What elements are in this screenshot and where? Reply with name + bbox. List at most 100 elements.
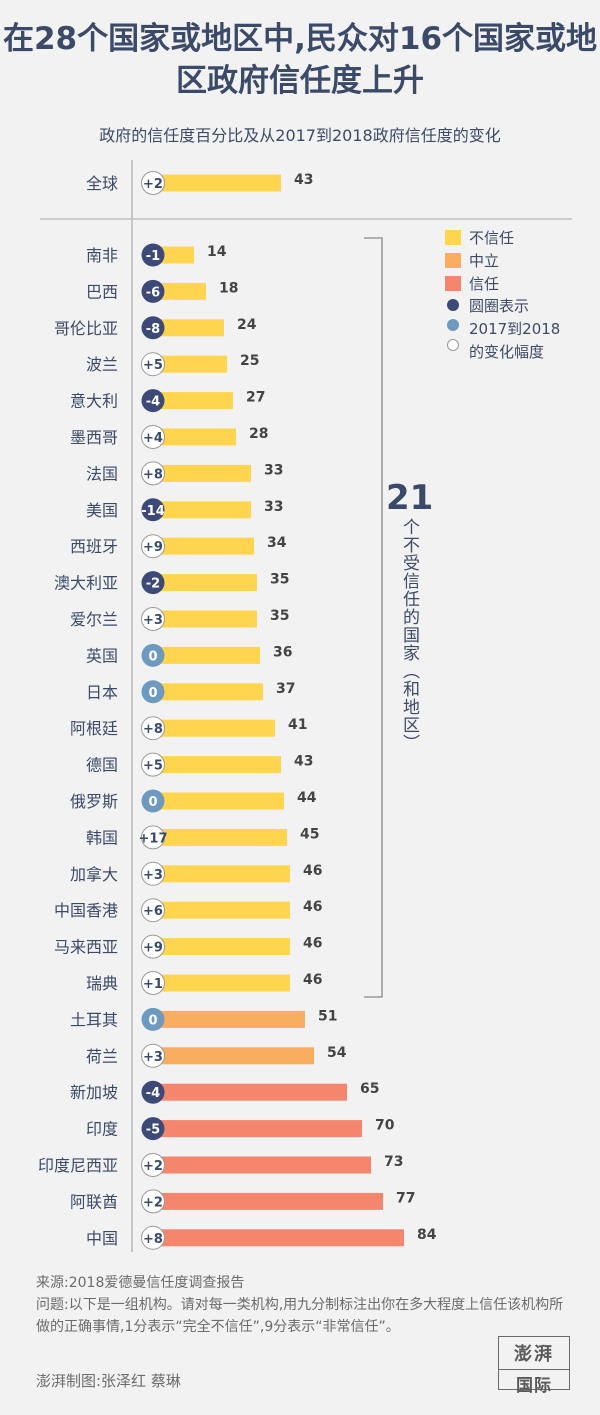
row-24-bar	[152, 1120, 362, 1138]
row-6-change-label: +8	[143, 467, 163, 482]
row-23-bar	[152, 1083, 347, 1101]
row-21-change-circle	[141, 1007, 165, 1031]
row-4-value: 27	[246, 390, 265, 406]
row-0-change-circle	[141, 243, 165, 267]
row-5-value: 28	[249, 426, 268, 442]
legend-dot-flat	[447, 319, 459, 331]
row-17-label: 加拿大	[70, 865, 118, 884]
row-20-bar	[152, 974, 290, 992]
row-18-bar	[152, 901, 290, 919]
row-9-change-label: -2	[146, 577, 160, 592]
row-1-label: 巴西	[86, 282, 118, 301]
row-12-bar	[152, 683, 263, 701]
page-title: 在28个国家或地区中,民众对16个国家或地区政府信任度上升	[0, 18, 600, 102]
row-2-change-label: -8	[146, 322, 160, 337]
row-16-change-circle	[141, 825, 165, 850]
row-13-change-circle	[141, 716, 165, 741]
credit-line: 澎湃制图:张泽红 蔡琳	[36, 1372, 181, 1390]
row-26-label: 阿联酋	[70, 1192, 118, 1211]
row-2-label: 哥伦比亚	[54, 319, 118, 338]
row-26-bar	[152, 1192, 383, 1210]
row-13-value: 41	[288, 717, 307, 733]
row-3-change-circle	[141, 352, 165, 377]
row-8-bar	[152, 537, 254, 555]
row-22-change-label: +3	[143, 1050, 163, 1065]
row-19-value: 46	[303, 936, 322, 952]
bracket-count: 21	[386, 478, 434, 518]
row-2-bar	[152, 319, 224, 337]
row-3-bar	[152, 355, 227, 373]
row-3-value: 25	[240, 353, 259, 369]
publisher-logo: 澎湃 国际	[498, 1336, 570, 1396]
row-24-change-circle	[141, 1117, 165, 1141]
row-15-change-label: 0	[148, 795, 157, 810]
legend-swatch-trust	[445, 276, 461, 291]
row-22-bar	[152, 1047, 314, 1065]
row-0-value: 14	[207, 244, 227, 260]
row-10-bar	[152, 610, 257, 628]
row-1-bar	[152, 282, 206, 300]
row-0-change-label: -1	[146, 249, 160, 264]
legend-item-trust: 信任	[445, 272, 560, 295]
row-11-bar	[152, 646, 260, 664]
row-6-value: 33	[264, 462, 283, 478]
row-15-change-circle	[141, 789, 165, 813]
row-23-label: 新加坡	[70, 1083, 118, 1102]
bracket-caption: 个不受信任的国家（和地区）	[399, 518, 419, 752]
row-17-change-label: +3	[143, 868, 163, 883]
row-27-change-circle	[141, 1225, 165, 1250]
chart-subtitle: 政府的信任度百分比及从2017到2018政府信任度的变化	[99, 126, 501, 145]
row-15-bar	[152, 792, 284, 810]
row-9-value: 35	[270, 572, 289, 588]
row-22-label: 荷兰	[86, 1047, 118, 1066]
row-19-change-circle	[141, 934, 165, 959]
row-10-label: 爱尔兰	[70, 610, 118, 629]
row-27-change-label: +8	[143, 1232, 163, 1247]
row-12-value: 37	[276, 681, 295, 697]
row-2-value: 24	[237, 317, 257, 333]
row-22-change-circle	[141, 1043, 165, 1068]
row-4-label: 意大利	[70, 392, 118, 411]
row-18-change-circle	[141, 898, 165, 923]
global-row-change-label: +2	[143, 177, 163, 192]
global-row-bar	[152, 174, 281, 192]
legend-dot-decline	[447, 299, 459, 311]
row-17-value: 46	[303, 863, 322, 879]
row-14-change-circle	[141, 752, 165, 777]
logo-line-2: 国际	[499, 1369, 569, 1396]
row-2-change-circle	[141, 316, 165, 340]
row-13-bar	[152, 719, 275, 737]
row-10-change-circle	[141, 607, 165, 631]
row-22-value: 54	[327, 1045, 347, 1061]
row-20-value: 46	[303, 972, 322, 988]
row-27-label: 中国	[86, 1229, 118, 1248]
row-18-label: 中国香港	[54, 901, 118, 920]
row-21-label: 土耳其	[70, 1010, 118, 1029]
source-note: 来源:2018爱德曼信任度调查报告	[36, 1275, 245, 1291]
question-note: 问题:以下是一组机构。请对每一类机构,用九分制标注出你在多大程度上信任该机构所做…	[36, 1297, 564, 1335]
row-23-change-circle	[141, 1080, 165, 1104]
legend-circle-line-2: 2017到2018	[469, 320, 561, 338]
row-1-change-label: -6	[146, 285, 160, 300]
row-24-change-label: -5	[146, 1123, 160, 1138]
row-4-change-circle	[141, 389, 165, 413]
row-5-label: 墨西哥	[70, 428, 118, 447]
row-25-value: 73	[384, 1154, 403, 1170]
row-19-label: 马来西亚	[54, 938, 118, 957]
row-25-label: 印度尼西亚	[38, 1156, 118, 1175]
row-24-value: 70	[375, 1118, 395, 1134]
row-20-change-label: +1	[143, 977, 163, 992]
legend-circle-line-1: 圆圈表示	[469, 297, 530, 315]
row-25-change-label: +2	[143, 1159, 163, 1174]
row-5-change-label: +4	[143, 431, 163, 446]
row-8-change-label: +9	[143, 540, 163, 555]
bracket-line	[364, 237, 383, 998]
row-5-bar	[152, 428, 236, 446]
row-6-change-circle	[141, 461, 165, 486]
legend-swatch-distrust	[445, 230, 461, 245]
legend-label-distrust: 不信任	[469, 229, 515, 247]
row-3-change-label: +5	[143, 358, 163, 373]
logo-line-1: 澎湃	[514, 1344, 554, 1365]
row-17-bar	[152, 865, 290, 883]
row-7-change-circle	[141, 498, 165, 522]
